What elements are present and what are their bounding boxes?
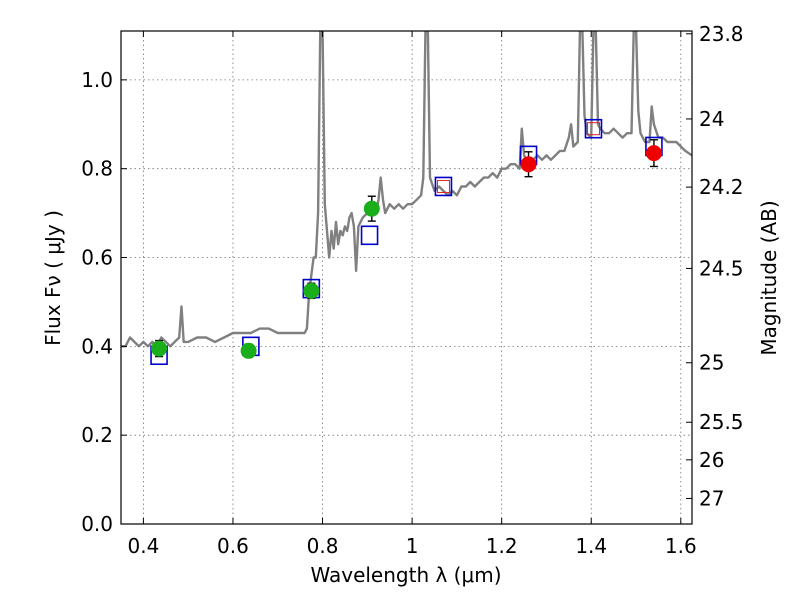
y-tick-label: 0.4 [81,334,113,358]
right-tick-label: 24 [699,107,724,131]
model-box-marker [584,118,603,139]
observed-red-point [520,156,537,173]
grid-lines [121,31,692,525]
right-tick-label: 24.2 [699,175,744,199]
x-tick-label: 1.2 [486,534,518,558]
x-tick-label: 0.6 [217,534,249,558]
plot-frame [120,30,693,525]
right-tick-label: 26 [699,448,724,472]
y-axis-label: Flux Fν ( μJy ) [41,210,65,346]
right-tick-label: 25.5 [699,410,744,434]
y-tick-label: 0.2 [81,423,113,447]
right-tick-label: 25 [699,351,724,375]
observed-green-point [240,342,257,359]
observed-red-point [645,145,662,162]
x-tick-label: 1.4 [575,534,607,558]
y-tick-label: 0.0 [81,512,113,536]
right-tick-label: 24.5 [699,256,744,280]
model-box-inner-marker [586,122,600,136]
right-tick-label: 27 [699,486,724,510]
observed-green-point [303,282,320,299]
observed-green-point [363,200,380,217]
y-tick-label: 1.0 [81,68,113,92]
right-tick-label: 23.8 [699,22,744,46]
x-tick-label: 1 [406,534,419,558]
model-box-inner-marker [436,179,450,193]
x-axis-label: Wavelength λ (μm) [310,563,501,587]
x-tick-label: 0.8 [307,534,339,558]
axis-ticks: 0.4 0.6 0.8 1 1.2 1.4 1.6 0.0 0.2 0.4 0.6 0.8 1.0 23.… [81,22,743,558]
y-tick-label: 0.6 [81,246,113,270]
x-tick-label: 0.4 [127,534,159,558]
observed-green-point [151,340,168,357]
model-box-marker [360,225,379,246]
y-axis-right-label: Magnitude (AB) [757,200,781,355]
x-tick-label: 1.6 [665,534,697,558]
plot-series [121,31,692,366]
model-spectrum-line [121,31,692,348]
y-tick-label: 0.8 [81,157,113,181]
model-box-marker [434,176,453,197]
